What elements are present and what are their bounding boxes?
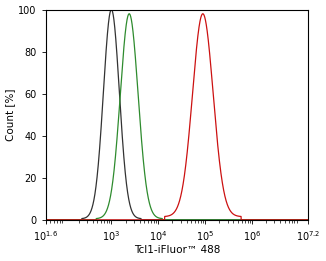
Y-axis label: Count [%]: Count [%] [6, 88, 16, 141]
X-axis label: Tcl1-iFluor™ 488: Tcl1-iFluor™ 488 [134, 245, 220, 256]
